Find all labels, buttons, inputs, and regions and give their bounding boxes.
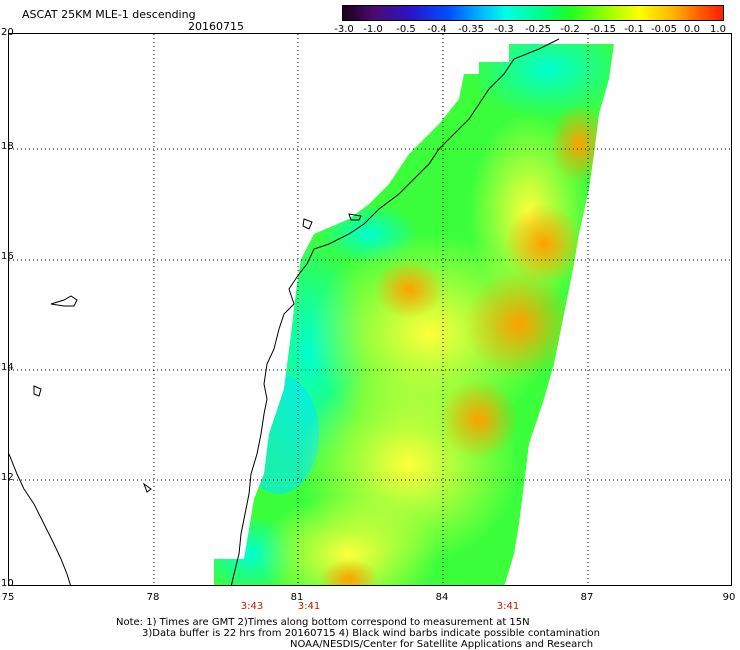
lon-label: 84 [435,592,449,603]
colorbar-label: -0.35 [458,24,484,35]
swath-data [214,44,614,585]
lat-label: 14 [1,362,14,373]
lon-label: 75 [1,592,15,603]
note-line: Note: 1) Times are GMT 2)Times along bot… [116,617,530,628]
map-frame [8,33,732,586]
colorbar-label: 0.0 [684,24,700,35]
coastline [9,38,560,585]
time-label: 3:43 [240,601,264,612]
colorbar-label: -0.1 [624,24,644,35]
lon-label: 90 [722,592,736,603]
note-line: NOAA/NESDIS/Center for Satellite Applica… [290,639,594,650]
product-date: 20160715 [188,20,244,33]
colorbar-label: -0.4 [427,24,447,35]
colorbar-label: -0.15 [590,24,616,35]
lon-label: 87 [580,592,594,603]
product-title: ASCAT 25KM MLE-1 descending [22,8,196,21]
colorbar-label: -0.2 [560,24,580,35]
lat-label: 12 [1,472,14,483]
map-canvas [9,34,731,585]
lat-lon-grid [9,34,731,585]
colorbar-label: -1.0 [363,24,383,35]
color-scale-bar [342,5,724,21]
lat-label: 16 [1,251,14,262]
lon-label: 81 [290,592,304,603]
time-label: 3:41 [297,601,321,612]
colorbar-label: -0.05 [651,24,677,35]
colorbar-label: -0.5 [396,24,416,35]
lon-label: 78 [146,592,160,603]
colorbar-label: -0.25 [525,24,551,35]
lat-label: 10 [1,578,14,589]
colorbar-label: 1.0 [710,24,726,35]
lat-label: 20 [1,27,14,38]
time-label: 3:41 [496,601,520,612]
note-line: 3)Data buffer is 22 hrs from 20160715 4)… [142,628,600,639]
lat-label: 18 [1,141,14,152]
colorbar-label: -3.0 [334,24,354,35]
colorbar-label: -0.3 [494,24,514,35]
